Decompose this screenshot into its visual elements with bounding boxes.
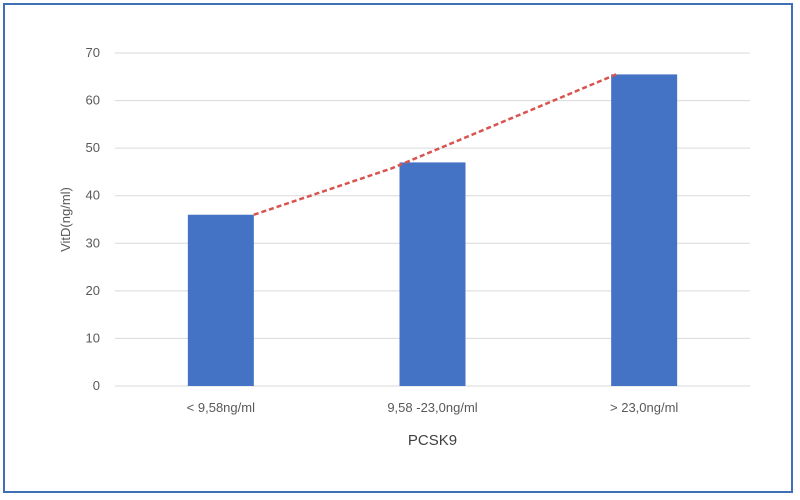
y-tick-labels: 0 10 20 30 40 50 60 70 — [86, 45, 100, 393]
y-tick-label: 40 — [86, 188, 100, 203]
y-tick-label: 20 — [86, 283, 100, 298]
bars — [187, 74, 678, 387]
y-tick-label: 10 — [86, 330, 100, 345]
x-tick-label: 9,58 -23,0ng/ml — [387, 400, 477, 415]
bar — [187, 214, 254, 386]
y-tick-label: 30 — [86, 235, 100, 250]
x-tick-label: < 9,58ng/ml — [187, 400, 255, 415]
x-axis-title: PCSK9 — [408, 432, 457, 449]
y-axis-title: VitD(ng/ml) — [58, 187, 73, 252]
bar — [399, 162, 466, 386]
y-tick-label: 50 — [86, 140, 100, 155]
y-tick-label: 0 — [93, 378, 100, 393]
trendline — [253, 73, 617, 216]
y-tick-label: 70 — [86, 45, 100, 60]
x-tick-label: > 23,0ng/ml — [610, 400, 678, 415]
bar — [611, 74, 678, 387]
x-tick-labels: < 9,58ng/ml 9,58 -23,0ng/ml > 23,0ng/ml — [187, 400, 679, 415]
y-tick-label: 60 — [86, 93, 100, 108]
trendline-path — [253, 73, 617, 216]
